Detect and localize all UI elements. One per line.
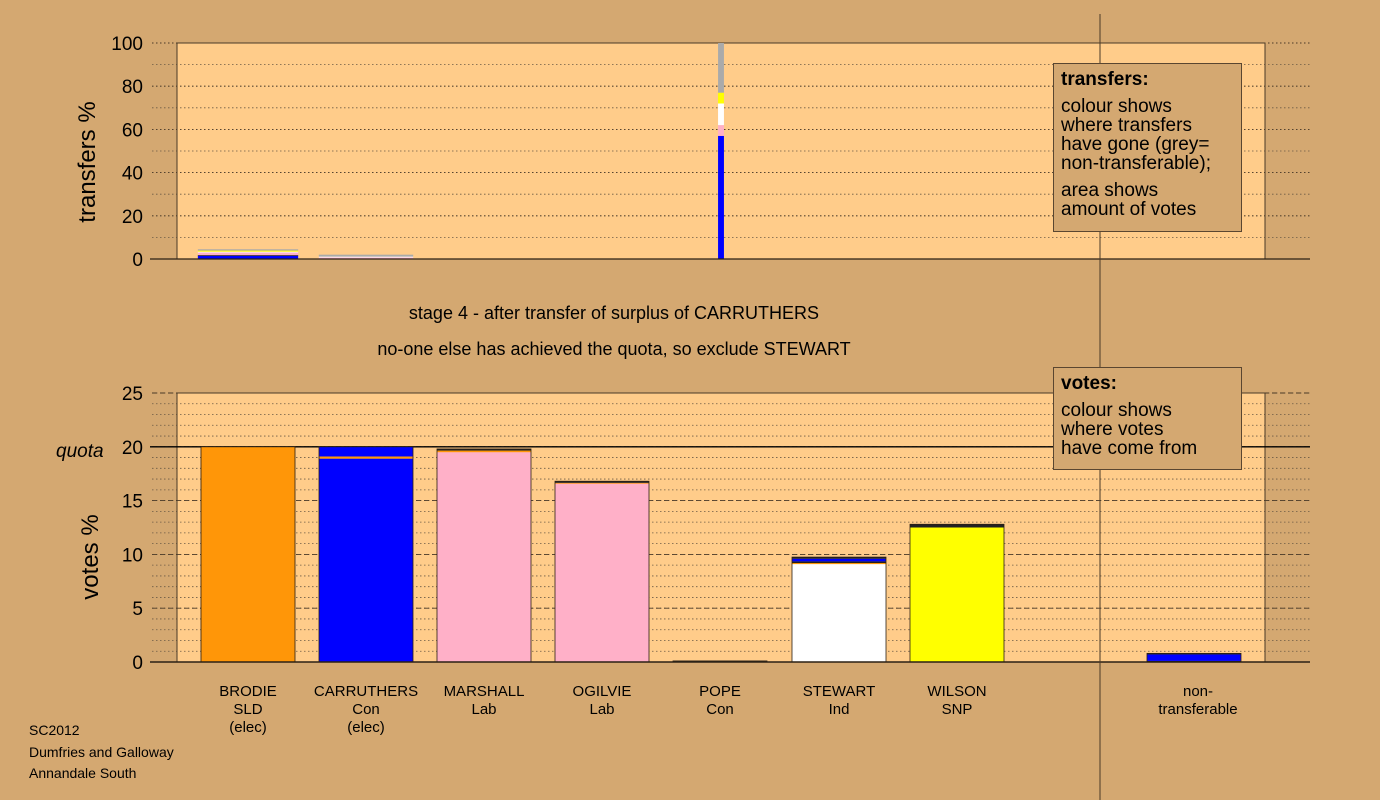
candidate-label-pope: POPE Con xyxy=(665,683,775,719)
transfers-legend-colour-note: colour shows where transfers have gone (… xyxy=(1061,96,1211,174)
council-name: Dumfries and Galloway xyxy=(29,743,174,760)
transfers-legend-title: transfers: xyxy=(1061,69,1149,90)
candidate-party: Con xyxy=(706,701,734,718)
vote-bar-carruthers-segment xyxy=(319,456,413,459)
candidate-label-stewart: STEWART Ind xyxy=(784,683,894,719)
y-tick-label: 100 xyxy=(111,34,143,55)
candidate-status: (elec) xyxy=(229,719,267,736)
y-tick-label: 40 xyxy=(122,164,143,185)
candidate-label-wilson: WILSON SNP xyxy=(902,683,1012,719)
candidate-name: OGILVIE xyxy=(572,683,632,700)
votes-legend-title: votes: xyxy=(1061,373,1117,394)
transfer-bar-segment xyxy=(318,256,414,258)
vote-bar-stewart-segment xyxy=(792,564,886,662)
candidate-name: BRODIE xyxy=(219,683,277,700)
non-transferable-bar-segment xyxy=(1147,654,1241,661)
y-tick-label: 15 xyxy=(122,492,143,513)
transfers-legend-area-note: area shows amount of votes xyxy=(1061,180,1197,220)
y-tick-label: 80 xyxy=(122,77,143,98)
vote-bar-ogilvie-segment xyxy=(555,483,649,662)
candidate-status: (elec) xyxy=(347,719,385,736)
y-tick-label: 10 xyxy=(122,545,143,566)
transfers-legend: transfers: colour shows where transfers … xyxy=(1053,63,1242,232)
votes-legend: votes: colour shows where votes have com… xyxy=(1053,367,1242,470)
candidate-name: WILSON xyxy=(927,683,987,700)
candidate-label-carruthers: CARRUTHERS Con (elec) xyxy=(311,683,421,737)
quota-label: quota xyxy=(56,441,104,462)
vote-bar-stewart-segment xyxy=(792,557,886,559)
vote-bar-marshall-segment xyxy=(437,452,531,662)
y-tick-label: 0 xyxy=(132,653,143,674)
ward-name: Annandale South xyxy=(29,765,137,781)
y-tick-label: 60 xyxy=(122,120,143,141)
candidate-party: Lab xyxy=(589,701,615,718)
election-id: SC2012 xyxy=(29,722,80,738)
vote-bar-carruthers-segment xyxy=(319,458,413,662)
transfer-bar-segment xyxy=(197,255,299,259)
candidate-label-brodie: BRODIE SLD (elec) xyxy=(193,683,303,737)
y-tick-label: 20 xyxy=(122,207,143,228)
vote-bar-marshall-segment xyxy=(437,448,531,451)
stage-subtitle: no-one else has achieved the quota, so e… xyxy=(377,339,850,359)
transfer-bar-segment xyxy=(318,257,414,259)
transfer-bar-segment xyxy=(197,249,299,251)
vote-bar-stewart-segment xyxy=(792,563,886,565)
stage-title: stage 4 - after transfer of surplus of C… xyxy=(409,303,819,323)
vote-bar-wilson-segment xyxy=(910,527,1004,662)
y-tick-label: 25 xyxy=(122,384,143,405)
y-tick-label: 0 xyxy=(132,250,143,271)
transfers-y-axis-label: transfers % xyxy=(74,101,101,222)
candidate-label-marshall: MARSHALL Lab xyxy=(429,683,539,719)
non-transferable-label: non- transferable xyxy=(1138,683,1258,719)
candidate-name: MARSHALL xyxy=(443,683,525,700)
transfer-bar-segment xyxy=(718,103,724,126)
transfer-bar-segment xyxy=(718,43,724,93)
transfer-bar-segment xyxy=(718,125,724,136)
candidate-party: Lab xyxy=(471,701,497,718)
transfer-bar-segment xyxy=(197,255,299,256)
votes-y-axis-label: votes % xyxy=(77,514,104,599)
non-transferable-bar-segment xyxy=(1147,653,1241,655)
candidate-party: SLD xyxy=(233,701,263,718)
vote-bar-marshall-segment xyxy=(437,450,531,453)
vote-bar-wilson-segment xyxy=(910,524,1004,528)
transfer-bar-segment xyxy=(718,92,724,104)
vote-bar-brodie-segment xyxy=(201,446,295,662)
non-transferable-label-line1: non- xyxy=(1182,683,1214,700)
transfer-bar-segment xyxy=(718,135,724,259)
election-footer: SC2012 Dumfries and Galloway Annandale S… xyxy=(29,720,174,785)
transfer-bar-segment xyxy=(318,254,414,257)
vote-bar-ogilvie-segment xyxy=(555,482,649,484)
transfer-bar-segment xyxy=(197,252,299,256)
candidate-party: Con xyxy=(352,701,380,718)
candidate-party: Ind xyxy=(828,701,850,718)
transfer-bar-segment xyxy=(197,251,299,253)
candidate-name: POPE xyxy=(699,683,741,700)
vote-bar-stewart-segment xyxy=(792,561,886,564)
y-tick-label: 5 xyxy=(132,599,143,620)
candidate-name: STEWART xyxy=(802,683,876,700)
candidate-name: CARRUTHERS xyxy=(313,683,419,700)
vote-bar-ogilvie-segment xyxy=(555,481,649,483)
y-tick-label: 20 xyxy=(122,438,143,459)
votes-legend-colour-note: colour shows where votes have come from xyxy=(1061,400,1198,459)
vote-bar-stewart-segment xyxy=(792,558,886,562)
candidate-party: SNP xyxy=(941,701,973,718)
non-transferable-label-line2: transferable xyxy=(1158,701,1238,718)
transfer-bar-segment xyxy=(197,250,299,252)
vote-bar-carruthers-segment xyxy=(319,446,413,457)
candidate-label-ogilvie: OGILVIE Lab xyxy=(547,683,657,719)
